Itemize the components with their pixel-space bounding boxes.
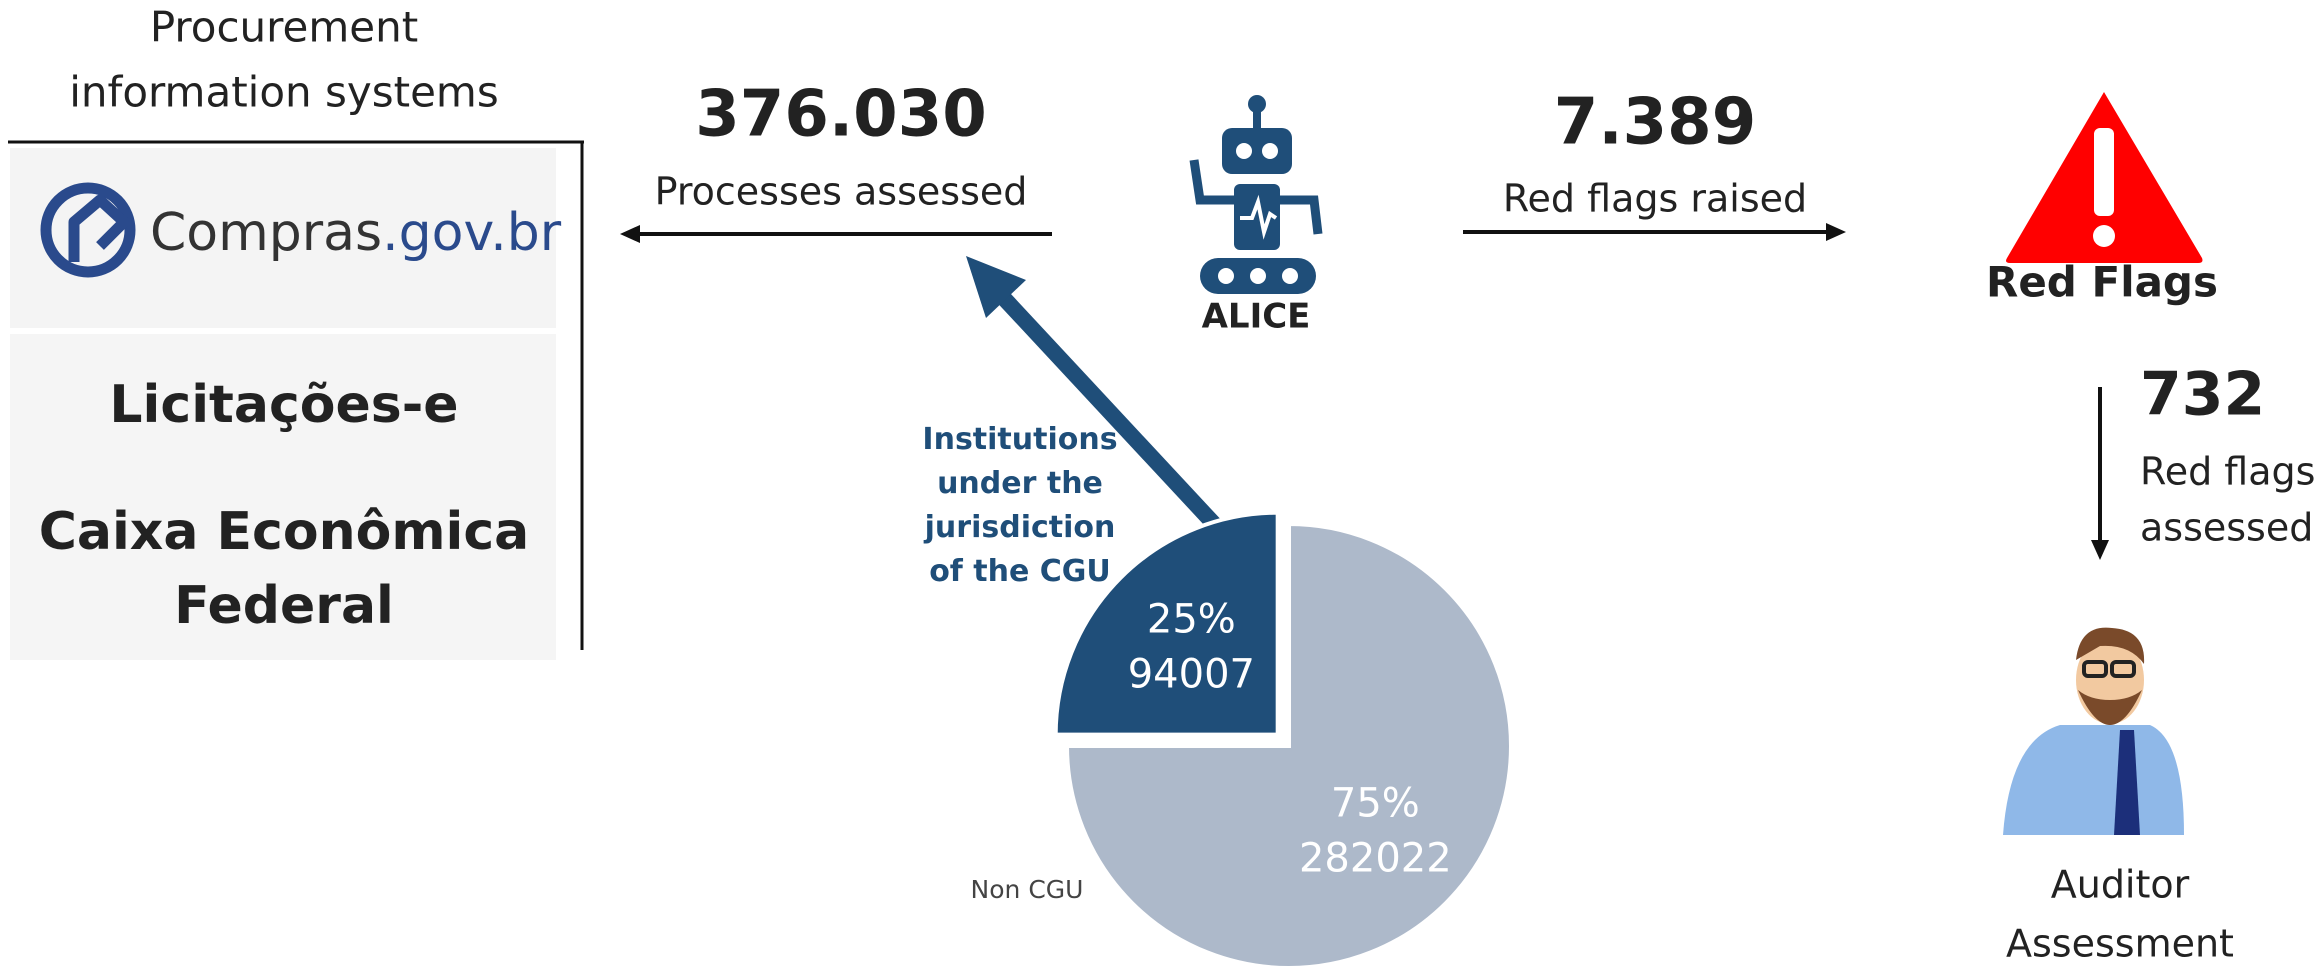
logo-text: Compras.gov.br bbox=[150, 203, 562, 263]
arrowhead bbox=[620, 225, 640, 243]
processes-value: 376.030 bbox=[695, 78, 987, 152]
system-name: Caixa Econômica bbox=[39, 502, 530, 562]
category-line: of the CGU bbox=[929, 554, 1111, 589]
logo-part: .gov.br bbox=[382, 203, 562, 263]
slice-percent: 75% bbox=[1331, 780, 1420, 826]
sources-title: Procurement bbox=[150, 3, 418, 52]
arrowhead bbox=[1826, 223, 1846, 241]
slice-count: 282022 bbox=[1299, 835, 1452, 881]
red-flags-label: Red Flags bbox=[1986, 258, 2218, 307]
category-line: jurisdiction bbox=[924, 510, 1116, 545]
robot-icon bbox=[1194, 95, 1318, 294]
slice-count: 94007 bbox=[1128, 651, 1255, 697]
arrowhead bbox=[2091, 540, 2109, 560]
sources-title: information systems bbox=[69, 68, 498, 117]
assessed-label: Red flags bbox=[2140, 450, 2315, 494]
assessed-label: assessed bbox=[2140, 506, 2313, 550]
logo-part: Compras bbox=[150, 203, 382, 263]
system-name: Federal bbox=[174, 576, 394, 636]
category-label: Institutions under the jurisdiction of the … bbox=[922, 422, 1117, 589]
raised-value: 7.389 bbox=[1554, 86, 1756, 160]
warning-icon bbox=[2006, 92, 2203, 263]
category-line: Non CGU bbox=[971, 875, 1084, 904]
category-line: Institutions bbox=[922, 422, 1117, 457]
robot-name: ALICE bbox=[1202, 297, 1311, 337]
diagram: Procurement information systems Compras.… bbox=[0, 0, 2318, 969]
processes-label: Processes assessed bbox=[655, 170, 1028, 214]
assessed-value: 732 bbox=[2140, 360, 2265, 430]
category-line: under the bbox=[937, 466, 1103, 501]
slice-percent: 25% bbox=[1147, 596, 1236, 642]
system-name: Licitações-e bbox=[109, 375, 458, 435]
raised-label: Red flags raised bbox=[1503, 177, 1807, 221]
auditor-label: Assessment bbox=[2006, 922, 2234, 966]
auditor-icon bbox=[2003, 628, 2184, 835]
auditor-label: Auditor bbox=[2051, 863, 2190, 907]
category-label: Non CGU bbox=[971, 875, 1084, 904]
